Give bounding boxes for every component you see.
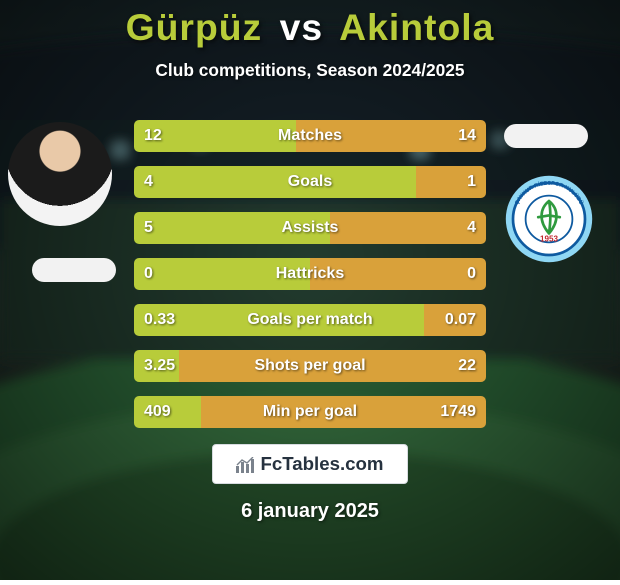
bar-center-label: Hattricks xyxy=(134,258,486,290)
bar-row: 41Goals xyxy=(134,166,486,198)
bar-row: 54Assists xyxy=(134,212,486,244)
bar-center-label: Goals xyxy=(134,166,486,198)
bar-row: 3.2522Shots per goal xyxy=(134,350,486,382)
brand-text: FcTables.com xyxy=(260,453,383,475)
bar-row: 1214Matches xyxy=(134,120,486,152)
date-text: 6 january 2025 xyxy=(0,500,620,523)
bar-center-label: Shots per goal xyxy=(134,350,486,382)
bar-row: 0.330.07Goals per match xyxy=(134,304,486,336)
brand-box[interactable]: FcTables.com xyxy=(212,444,408,484)
bar-center-label: Matches xyxy=(134,120,486,152)
bar-center-label: Goals per match xyxy=(134,304,486,336)
player1-avatar xyxy=(8,122,112,226)
player1-flag xyxy=(32,258,116,282)
player2-club-badge: 1953 ÇAYKUR RİZESPOR KULÜBÜ xyxy=(504,174,594,264)
bar-row: 4091749Min per goal xyxy=(134,396,486,428)
comparison-bars: 1214Matches 41Goals 54Assists 00Hattricks 0.… xyxy=(134,120,486,442)
bar-row: 00Hattricks xyxy=(134,258,486,290)
content-root: Gürpüz vs Akintola Club competitions, Se… xyxy=(0,0,620,580)
bar-center-label: Assists xyxy=(134,212,486,244)
svg-text:1953: 1953 xyxy=(540,235,558,244)
brand-icon xyxy=(236,456,254,472)
bar-center-label: Min per goal xyxy=(134,396,486,428)
player2-flag xyxy=(504,124,588,148)
